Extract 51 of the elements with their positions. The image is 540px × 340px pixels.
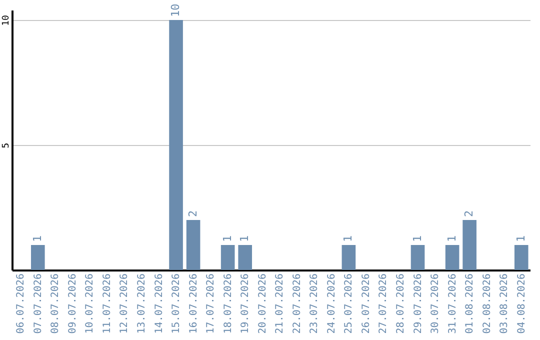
x-tick-label: 12.07.2026 <box>119 274 130 334</box>
x-tick-label: 07.07.2026 <box>32 274 44 334</box>
x-tick-label: 02.08.2026 <box>482 274 493 334</box>
x-tick-label: 18.07.2026 <box>222 274 234 334</box>
x-tick-label: 23.07.2026 <box>309 274 320 334</box>
x-tick-label: 06.07.2026 <box>16 274 27 334</box>
bar <box>238 245 252 270</box>
x-tick-label: 13.07.2026 <box>136 274 148 334</box>
x-tick-label: 24.07.2026 <box>326 274 338 334</box>
data-label: 1 <box>445 235 458 242</box>
bar <box>445 245 460 270</box>
x-tick-label: 04.08.2026 <box>516 274 528 334</box>
data-label: 1 <box>514 235 528 242</box>
x-tick-label: 16.07.2026 <box>188 274 200 334</box>
bar <box>30 245 45 270</box>
x-tick-label: 30.07.2026 <box>430 274 442 334</box>
data-label: 2 <box>462 210 476 217</box>
data-label: 10 <box>169 4 182 17</box>
x-tick-label: 17.07.2026 <box>206 274 217 334</box>
x-tick-label: 11.07.2026 <box>102 274 113 334</box>
bar <box>514 245 528 270</box>
bar <box>342 245 356 270</box>
x-tick-label: 08.07.2026 <box>50 274 62 334</box>
x-tick-label: 19.07.2026 <box>240 274 252 334</box>
bar <box>169 20 183 270</box>
x-tick-label: 26.07.2026 <box>360 274 372 334</box>
data-label: 2 <box>186 210 200 217</box>
x-tick-label: 20.07.2026 <box>257 274 268 334</box>
x-tick-label: 09.07.2026 <box>67 274 78 334</box>
x-tick-label: 10.07.2026 <box>84 274 96 334</box>
x-tick-label: 15.07.2026 <box>171 274 182 334</box>
y-tick-label: 5 <box>2 142 12 148</box>
data-label: 1 <box>410 235 424 242</box>
x-tick-label: 22.07.2026 <box>292 274 303 334</box>
x-tick-label: 01.08.2026 <box>464 274 476 334</box>
bar <box>462 220 476 270</box>
data-label: 1 <box>30 235 44 242</box>
x-tick-label: 29.07.2026 <box>412 274 424 334</box>
bar <box>410 245 425 270</box>
data-label: 1 <box>220 235 234 242</box>
x-tick-label: 31.07.2026 <box>447 274 458 334</box>
x-tick-label: 28.07.2026 <box>396 274 406 334</box>
bar <box>220 245 235 270</box>
x-tick-label: 14.07.2026 <box>154 274 165 334</box>
x-tick-label: 03.08.2026 <box>499 274 510 334</box>
x-tick-label: 25.07.2026 <box>344 274 355 334</box>
data-label: 1 <box>342 235 355 242</box>
bar <box>186 220 200 270</box>
x-tick-label: 21.07.2026 <box>274 274 286 334</box>
x-tick-label: 27.07.2026 <box>378 274 390 334</box>
data-label: 1 <box>238 235 252 242</box>
